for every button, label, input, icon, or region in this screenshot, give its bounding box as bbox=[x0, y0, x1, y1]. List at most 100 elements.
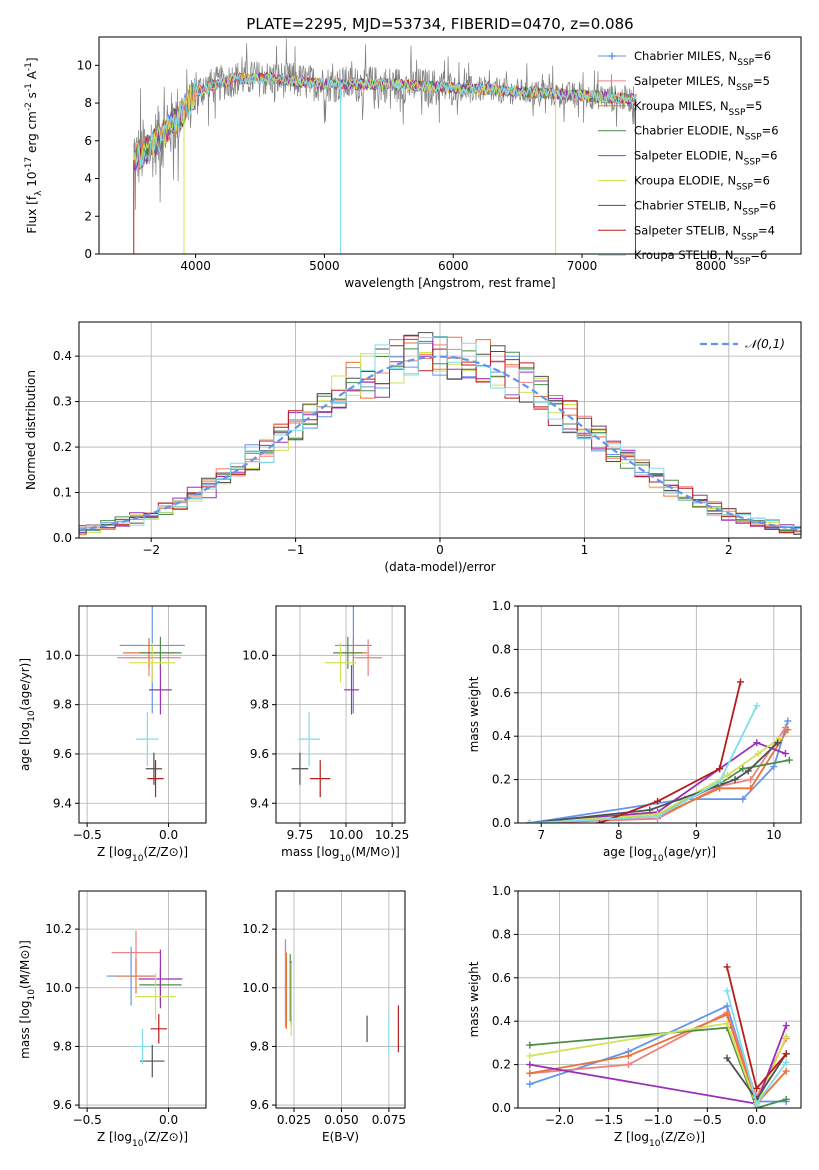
massweight-point bbox=[723, 987, 731, 995]
massweight-point bbox=[784, 726, 792, 734]
x-axis-label: E(B-V) bbox=[322, 1130, 359, 1144]
massweight-point bbox=[774, 739, 782, 747]
axes-frame bbox=[78, 605, 207, 824]
legend-entry: Salpeter MILES, NSSP=5 bbox=[634, 74, 770, 93]
y-tick-label: 10.2 bbox=[242, 922, 269, 936]
x-tick-label: 10.25 bbox=[375, 828, 409, 842]
x-tick-label: 2 bbox=[725, 543, 733, 557]
x-tick-label: 0.0 bbox=[159, 828, 178, 842]
massweight-point bbox=[526, 1052, 534, 1060]
chart-spectrum: 4000 5000 6000 7000 8000 0 2 4 6 8 10 wavelength [A… bbox=[24, 36, 802, 290]
y-tick-label: 4 bbox=[84, 172, 92, 186]
massweight-point bbox=[526, 1041, 534, 1049]
x-tick-label: 0.0 bbox=[159, 1113, 178, 1127]
massweight-line bbox=[529, 705, 758, 823]
massweight-point bbox=[782, 1050, 790, 1058]
x-tick-label: −0.5 bbox=[693, 1113, 722, 1127]
massweight-point bbox=[723, 1054, 731, 1062]
y-tick-label: 0.8 bbox=[492, 642, 511, 656]
chart-residuals: −2 −1 0 1 2 0.0 0.1 0.2 0.3 0.4 (data-model)/error… bbox=[24, 321, 802, 574]
y-tick-label: 0.0 bbox=[53, 531, 72, 545]
y-tick-label: 1.0 bbox=[492, 599, 511, 613]
x-tick-label: −2 bbox=[142, 543, 160, 557]
y-tick-label: 9.6 bbox=[53, 1098, 72, 1112]
y-tick-label: 0 bbox=[84, 247, 92, 261]
y-tick-label: 9.6 bbox=[250, 747, 269, 761]
massweight-point bbox=[716, 778, 724, 786]
massweight-point bbox=[723, 963, 731, 971]
x-tick-label: 4000 bbox=[180, 259, 211, 273]
massweight-point bbox=[723, 771, 731, 779]
x-tick-label: −0.5 bbox=[73, 828, 102, 842]
y-tick-label: 10.0 bbox=[242, 648, 269, 662]
massweight-line bbox=[529, 1026, 787, 1108]
massweight-point bbox=[784, 717, 792, 725]
y-tick-label: 10 bbox=[77, 58, 92, 72]
chart-mass-vs-EBV: 0.025 0.050 0.075 9.6 9.8 10.0 10.2 E(B-V) bbox=[242, 890, 406, 1144]
x-axis-label: Z [log10(Z/Z⊙)] bbox=[614, 1130, 705, 1149]
x-tick-label: 0 bbox=[436, 543, 444, 557]
massweight-point bbox=[716, 765, 724, 773]
y-axis-label: age [log10(age/yr)] bbox=[18, 658, 37, 771]
chart-age-vs-Z: −0.5 0.0 9.4 9.6 9.8 10.0 Z [log10(Z/Z⊙)] age [… bbox=[18, 605, 207, 864]
y-tick-label: 10.0 bbox=[45, 981, 72, 995]
chart-massweight-vs-Z: −2.0 −1.5 −1.0 −0.5 0.0 0.0 0.2 0.4 0.6 0.8 1.0 Z [… bbox=[467, 884, 802, 1149]
y-tick-label: 9.8 bbox=[53, 1039, 72, 1053]
massweight-point bbox=[737, 678, 745, 686]
chart-age-vs-mass: 9.75 10.00 10.25 9.4 9.6 9.8 10.0 mass [log10(M… bbox=[242, 605, 409, 864]
x-tick-label: 0.075 bbox=[372, 1113, 406, 1127]
y-tick-label: 6 bbox=[84, 134, 92, 148]
chart-mass-vs-Z: −0.5 0.0 9.6 9.8 10.0 10.2 Z [log10(Z/Z⊙)] mass… bbox=[18, 890, 207, 1149]
x-axis-label: wavelength [Angstrom, rest frame] bbox=[344, 276, 555, 290]
massweight-point bbox=[595, 819, 603, 823]
y-tick-label: 9.8 bbox=[250, 698, 269, 712]
y-axis-label: mass [log10(M/M⊙)] bbox=[18, 940, 37, 1059]
y-tick-label: 9.6 bbox=[53, 747, 72, 761]
axes-frame bbox=[78, 890, 207, 1109]
x-tick-label: −1.5 bbox=[594, 1113, 623, 1127]
massweight-point bbox=[753, 1084, 761, 1092]
y-tick-label: 0.4 bbox=[492, 1014, 511, 1028]
y-axis-label: Normed distribution bbox=[24, 370, 38, 490]
massweight-point bbox=[723, 1002, 731, 1010]
y-tick-label: 10.0 bbox=[45, 648, 72, 662]
legend-entry: 𝒩(0,1) bbox=[745, 337, 785, 351]
massweight-point bbox=[782, 1022, 790, 1030]
x-tick-label: 7000 bbox=[567, 259, 598, 273]
y-tick-label: 0.6 bbox=[492, 686, 511, 700]
y-axis-label: Flux [fλ 10-17 erg cm-2 s-1 A-1] bbox=[24, 57, 44, 233]
massweight-point bbox=[654, 797, 662, 805]
x-tick-label: 7 bbox=[537, 828, 545, 842]
plot-area bbox=[526, 963, 790, 1108]
axes-frame bbox=[98, 36, 802, 255]
x-tick-label: −0.5 bbox=[73, 1113, 102, 1127]
massweight-point bbox=[782, 1067, 790, 1075]
legend-entry: Kroupa MILES, NSSP=5 bbox=[634, 99, 762, 118]
plot-area bbox=[106, 930, 183, 1078]
massweight-point bbox=[782, 1032, 790, 1040]
plot-area bbox=[117, 606, 185, 798]
residual-histogram bbox=[79, 336, 801, 530]
x-tick-label: 9.75 bbox=[287, 828, 314, 842]
x-tick-label: −1 bbox=[287, 543, 305, 557]
x-axis-label: age [log10(age/yr)] bbox=[603, 845, 716, 864]
y-tick-label: 9.4 bbox=[53, 796, 72, 810]
y-tick-label: 0.1 bbox=[53, 486, 72, 500]
spectrum-legend: Chabrier MILES, NSSP=6 Salpeter MILES, NS… bbox=[598, 49, 779, 267]
massweight-point bbox=[744, 767, 752, 775]
y-axis-label: mass weight bbox=[467, 961, 481, 1037]
massweight-point bbox=[775, 734, 783, 742]
legend-entry: Salpeter STELIB, NSSP=4 bbox=[634, 223, 775, 242]
plot-area bbox=[291, 606, 382, 798]
y-tick-label: 0.0 bbox=[492, 816, 511, 830]
massweight-point bbox=[747, 784, 755, 792]
x-tick-label: 1 bbox=[581, 543, 589, 557]
axes-frame bbox=[517, 605, 802, 824]
x-axis-label: (data-model)/error bbox=[384, 560, 495, 574]
x-tick-label: 0.025 bbox=[277, 1113, 311, 1127]
x-tick-label: 9 bbox=[693, 828, 701, 842]
legend-entry: Chabrier STELIB, NSSP=6 bbox=[634, 198, 776, 217]
legend-marker bbox=[608, 52, 616, 60]
y-tick-label: 0.6 bbox=[492, 971, 511, 985]
